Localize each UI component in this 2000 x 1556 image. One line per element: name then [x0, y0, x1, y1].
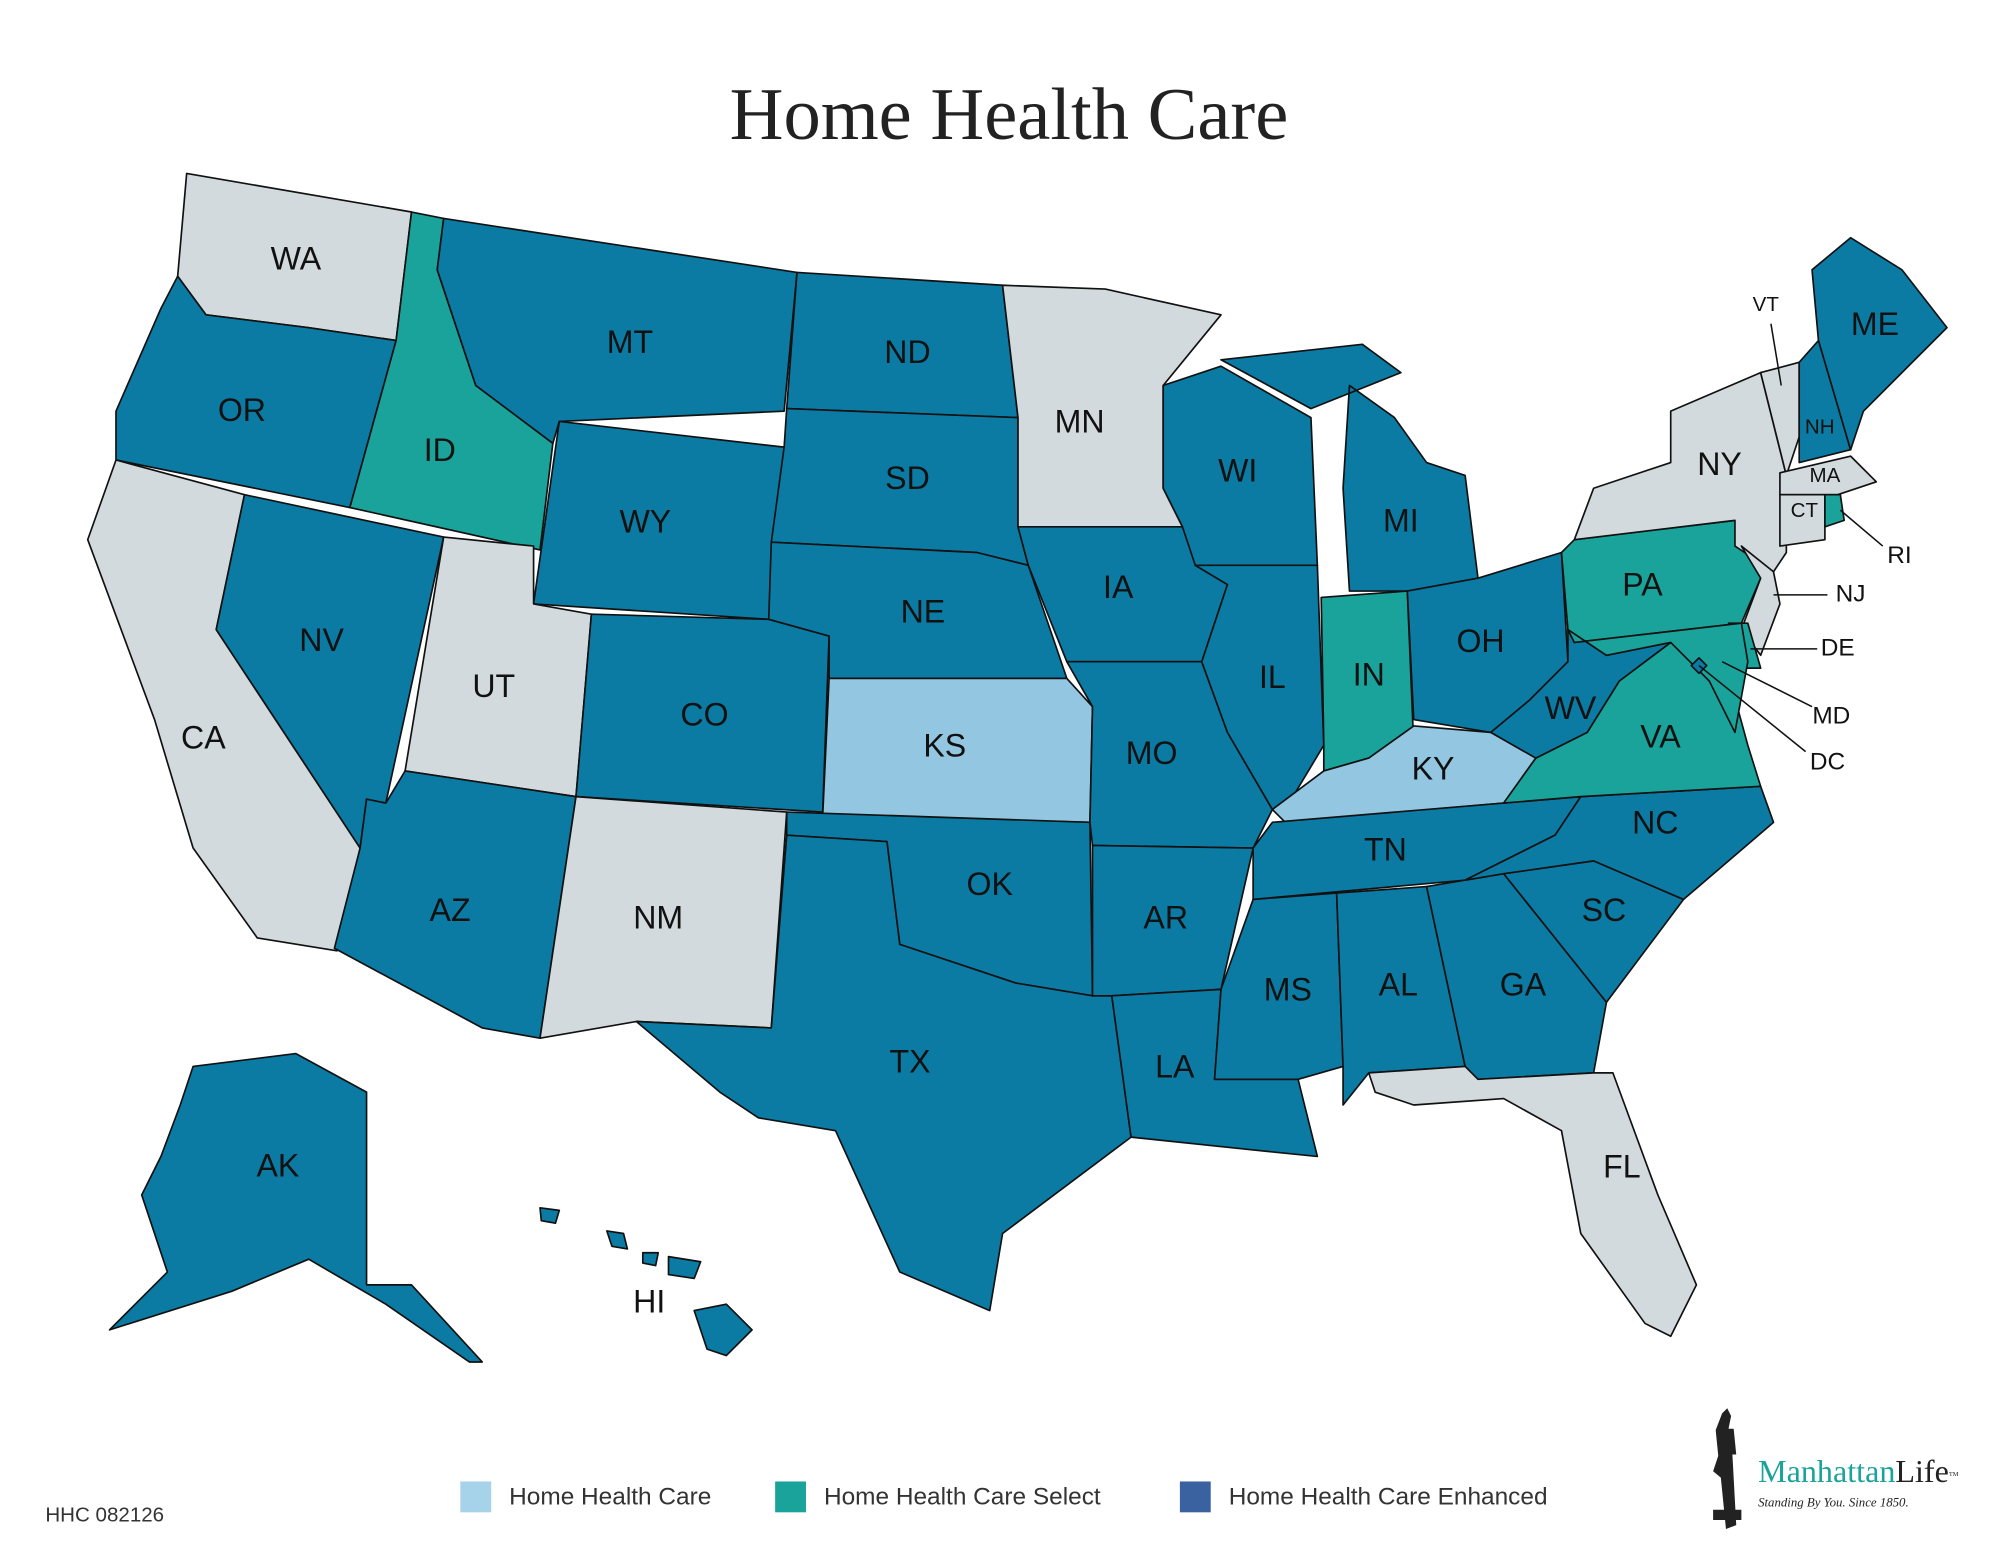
state-label: VA — [1640, 718, 1681, 754]
state-shape — [1811, 236, 1948, 451]
logo-statue — [1713, 1408, 1742, 1530]
state-label: AK — [256, 1147, 299, 1183]
leader-line — [1698, 664, 1807, 753]
state-shape — [1824, 493, 1846, 528]
legend-swatch — [460, 1481, 492, 1513]
state-label: MT — [607, 324, 653, 360]
logo-part: Manhattan — [1758, 1453, 1895, 1489]
state-label: TX — [890, 1043, 931, 1079]
leader-line — [1770, 323, 1782, 386]
state-label: FL — [1603, 1149, 1640, 1185]
state-label: UT — [472, 668, 515, 704]
state-label: KY — [1412, 750, 1455, 786]
state-shape — [575, 613, 830, 813]
state-label: OK — [967, 866, 1014, 902]
state-label: OH — [1456, 623, 1504, 659]
state-label: OR — [218, 392, 266, 428]
state-label: DE — [1821, 634, 1855, 661]
leader-line — [1839, 509, 1884, 547]
state-label: WI — [1218, 452, 1257, 488]
state-shape — [1779, 455, 1878, 496]
state-label: MD — [1812, 702, 1850, 729]
state-label: SC — [1582, 892, 1627, 928]
state-label: HI — [633, 1284, 665, 1320]
state-shape — [1740, 545, 1781, 657]
state-label: WV — [1545, 690, 1597, 726]
state-label: GA — [1500, 966, 1547, 1002]
state-label: WA — [271, 240, 322, 276]
state-label: TN — [1364, 831, 1407, 867]
state-label: IA — [1103, 569, 1134, 605]
state-shape — [108, 1052, 484, 1363]
legend-swatch — [1179, 1481, 1211, 1513]
state-label: AZ — [430, 892, 471, 928]
logo-mark: TM — [1949, 1472, 1959, 1479]
page-title: Home Health Care — [730, 74, 1289, 156]
state-label: WY — [620, 504, 672, 540]
state-label: SD — [885, 460, 930, 496]
state-shape — [1367, 1065, 1698, 1338]
state-label: ID — [424, 432, 456, 468]
state-label: PA — [1622, 567, 1663, 603]
state-label: MO — [1126, 735, 1178, 771]
logo-tagline: Standing By You. Since 1850. — [1758, 1495, 1909, 1509]
leader-line — [1721, 661, 1813, 708]
state-label: NJ — [1836, 580, 1866, 607]
doc-code: HHC 082126 — [45, 1504, 164, 1527]
logo-name: ManhattanLifeTM — [1758, 1453, 1959, 1489]
legend-label: Home Health Care Select — [824, 1484, 1101, 1511]
legend: Home Health Care Home Health Care Select H… — [460, 1481, 1548, 1513]
state-shape — [539, 1206, 753, 1357]
state-label: DC — [1810, 749, 1845, 776]
state-label: LA — [1155, 1049, 1195, 1085]
state-label: CA — [181, 720, 226, 756]
state-label: MS — [1264, 971, 1312, 1007]
state-label: CT — [1791, 499, 1819, 522]
state-label: MA — [1809, 464, 1840, 487]
state-shape — [1798, 339, 1852, 464]
logo: ManhattanLifeTM Standing By You. Since 1… — [1713, 1408, 1959, 1530]
state-label: NH — [1805, 415, 1835, 438]
state-label: AL — [1379, 966, 1418, 1002]
us-map: WA OR CA NV ID MT WY UT CO AZ NM ND SD NE KS OK TX MN IA MO… — [86, 172, 1948, 1363]
state-shape — [1464, 785, 1775, 901]
state-label: NV — [299, 622, 344, 658]
state-label: NY — [1697, 446, 1742, 482]
state-label: ME — [1851, 306, 1899, 342]
legend-label: Home Health Care — [509, 1484, 711, 1511]
state-label: ND — [884, 334, 930, 370]
legend-label: Home Health Care Enhanced — [1229, 1484, 1548, 1511]
state-shape — [635, 834, 1132, 1312]
state-shape — [1779, 493, 1826, 547]
state-label: RI — [1887, 542, 1911, 569]
state-label: KS — [923, 727, 966, 763]
state-label: NC — [1632, 804, 1678, 840]
state-label: MI — [1383, 502, 1419, 538]
state-label: NM — [633, 899, 683, 935]
state-label: CO — [680, 696, 728, 732]
legend-swatch — [775, 1481, 806, 1513]
state-label: AR — [1143, 899, 1188, 935]
state-label: IN — [1353, 657, 1385, 693]
state-label: MN — [1055, 403, 1105, 439]
logo-part: Life — [1895, 1453, 1948, 1489]
state-shape — [1567, 622, 1749, 734]
state-label: VT — [1753, 293, 1780, 316]
state-label: IL — [1259, 659, 1286, 695]
state-label: NE — [901, 594, 946, 630]
